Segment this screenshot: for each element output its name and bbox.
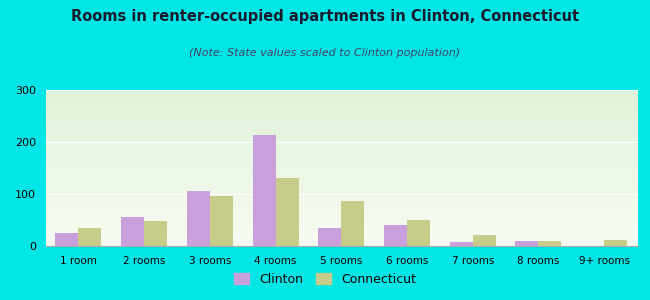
- Bar: [604, 240, 627, 246]
- Bar: [276, 178, 298, 246]
- Bar: [384, 225, 407, 246]
- Bar: [144, 221, 167, 246]
- Bar: [121, 218, 144, 246]
- Bar: [210, 196, 233, 246]
- Legend: Clinton, Connecticut: Clinton, Connecticut: [229, 268, 421, 291]
- Bar: [538, 241, 562, 246]
- Bar: [450, 242, 473, 246]
- Bar: [407, 220, 430, 246]
- Bar: [55, 233, 79, 246]
- Bar: [515, 241, 538, 246]
- Text: (Note: State values scaled to Clinton population): (Note: State values scaled to Clinton po…: [189, 48, 461, 58]
- Bar: [79, 228, 101, 246]
- Bar: [187, 191, 210, 246]
- Bar: [341, 201, 364, 246]
- Bar: [252, 135, 276, 246]
- Bar: [318, 228, 341, 246]
- Text: Rooms in renter-occupied apartments in Clinton, Connecticut: Rooms in renter-occupied apartments in C…: [71, 9, 579, 24]
- Bar: [473, 235, 496, 246]
